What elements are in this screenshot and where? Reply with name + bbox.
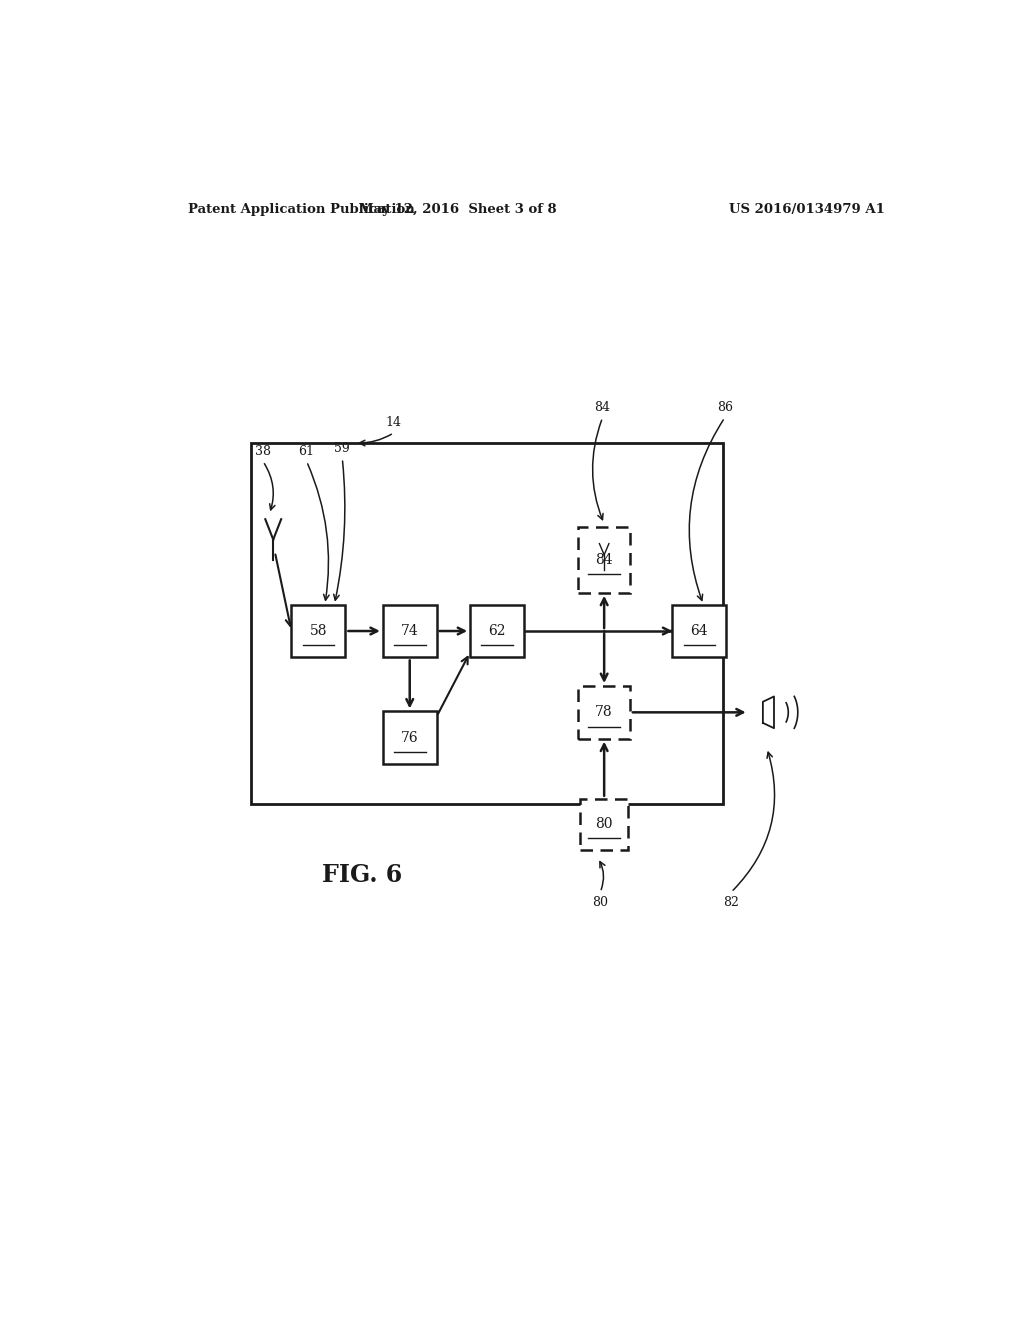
Bar: [251, 444, 723, 804]
Text: 84: 84: [595, 401, 610, 414]
Bar: [383, 605, 436, 657]
Text: US 2016/0134979 A1: US 2016/0134979 A1: [729, 203, 885, 215]
Text: 84: 84: [595, 553, 613, 566]
Text: 74: 74: [400, 624, 419, 638]
Text: 80: 80: [592, 896, 608, 909]
Text: 14: 14: [386, 416, 401, 429]
Text: 78: 78: [595, 705, 613, 719]
Text: 61: 61: [299, 445, 314, 458]
Text: May 12, 2016  Sheet 3 of 8: May 12, 2016 Sheet 3 of 8: [358, 203, 556, 215]
Bar: [673, 605, 726, 657]
Text: Patent Application Publication: Patent Application Publication: [187, 203, 415, 215]
Text: 82: 82: [723, 896, 739, 909]
Text: 59: 59: [335, 442, 350, 454]
Text: 64: 64: [690, 624, 709, 638]
Text: 38: 38: [255, 445, 271, 458]
Bar: [292, 605, 345, 657]
Text: FIG. 6: FIG. 6: [322, 863, 402, 887]
Polygon shape: [763, 697, 774, 729]
Bar: [579, 686, 630, 739]
Bar: [579, 527, 630, 593]
Text: 86: 86: [717, 401, 733, 414]
Text: 58: 58: [309, 624, 328, 638]
Bar: [470, 605, 524, 657]
Text: 80: 80: [595, 817, 613, 832]
Bar: [581, 799, 628, 850]
Text: 76: 76: [401, 731, 419, 744]
Text: 62: 62: [488, 624, 506, 638]
Bar: [383, 711, 436, 764]
